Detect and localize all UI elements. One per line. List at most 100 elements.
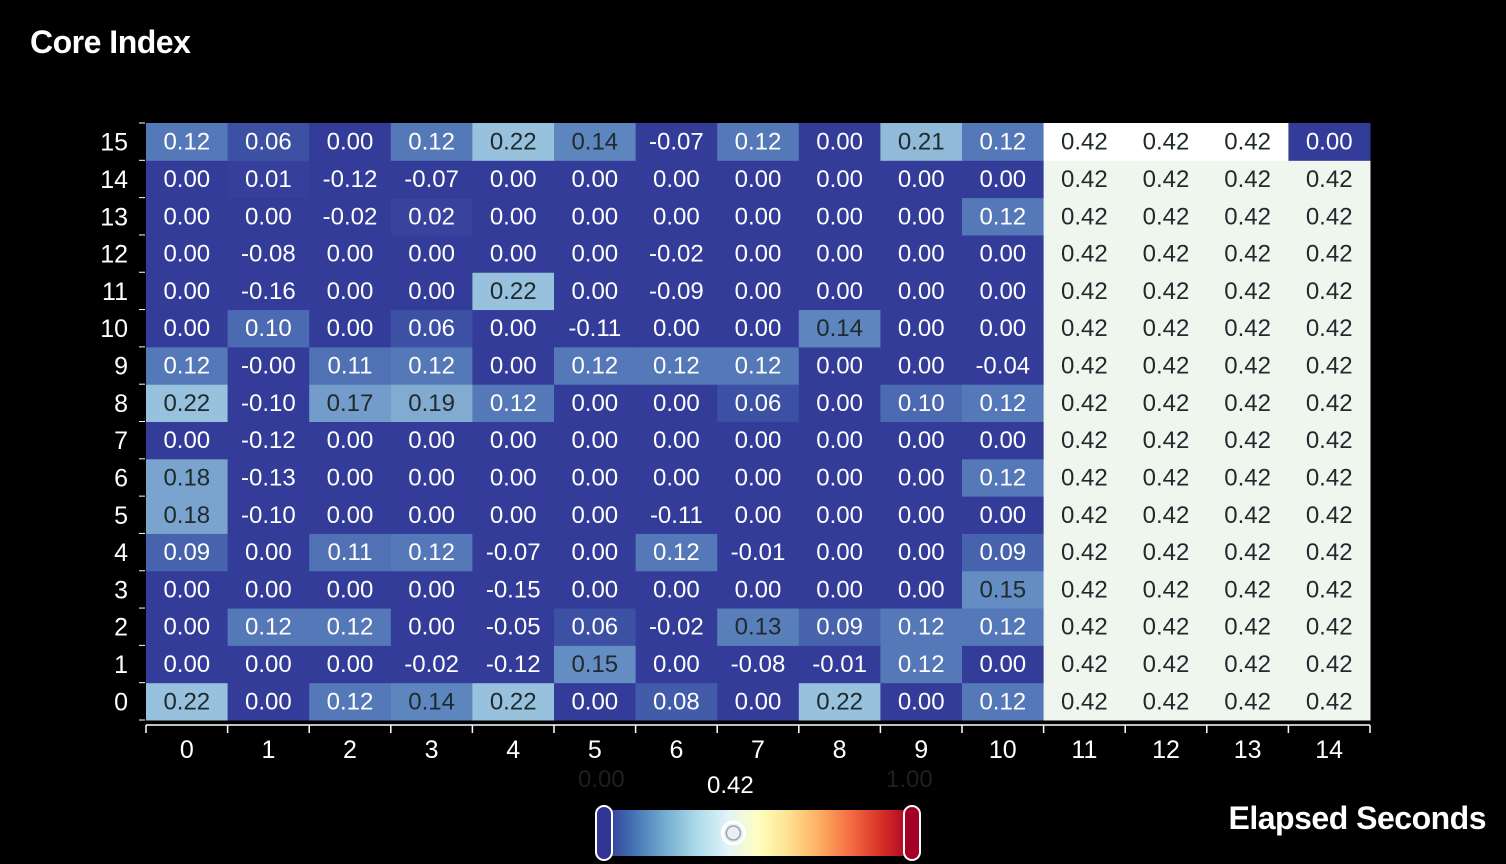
heatmap-cell — [1043, 421, 1126, 460]
heatmap-cell — [798, 234, 881, 273]
cell-value-label: 0.00 — [979, 315, 1026, 342]
heatmap-cell — [390, 234, 473, 273]
cell-value-label: 0.42 — [1061, 614, 1108, 641]
heatmap-cell — [554, 160, 637, 199]
cell-value-label: 0.00 — [163, 203, 210, 230]
cell-value-label: 0.00 — [1306, 129, 1353, 156]
heatmap-cell — [146, 272, 229, 311]
heatmap-cell — [798, 570, 881, 609]
heatmap-cell — [146, 458, 229, 497]
cell-value-label: 0.00 — [898, 576, 945, 603]
cell-value-label: 0.00 — [163, 427, 210, 454]
cell-value-label: 0.12 — [735, 353, 782, 380]
y-tick-label: 8 — [114, 390, 128, 418]
cell-value-label: -0.10 — [241, 390, 296, 417]
cell-value-label: 0.00 — [490, 427, 537, 454]
heatmap-cell — [1125, 346, 1208, 385]
heatmap-cell — [227, 309, 310, 348]
cell-value-label: 0.00 — [979, 278, 1026, 305]
cell-value-label: 0.00 — [571, 464, 618, 491]
cell-value-label: 0.00 — [816, 278, 863, 305]
cell-value-label: 0.42 — [1306, 539, 1353, 566]
y-axis-title: Core Index — [30, 24, 191, 60]
heatmap-cell — [880, 421, 963, 460]
cell-value-label: 0.42 — [1143, 390, 1190, 417]
heatmap-cell — [146, 309, 229, 348]
heatmap-cell — [717, 309, 800, 348]
cell-value-label: 0.06 — [735, 390, 782, 417]
heatmap-cell — [472, 123, 555, 161]
heatmap-cell — [1206, 645, 1289, 684]
cell-value-label: 0.12 — [163, 129, 210, 156]
cell-value-label: 0.00 — [816, 241, 863, 268]
heatmap-cell — [717, 346, 800, 385]
heatmap-cell — [390, 309, 473, 348]
heatmap-cell — [1125, 458, 1208, 497]
cell-value-label: 0.42 — [1224, 427, 1271, 454]
cell-value-label: -0.10 — [241, 502, 296, 529]
heatmap-cell — [390, 570, 473, 609]
cell-value-label: 0.12 — [653, 539, 700, 566]
heatmap-cell — [635, 570, 718, 609]
cell-value-label: 0.12 — [653, 353, 700, 380]
cell-value-label: 0.00 — [898, 502, 945, 529]
cell-value-label: 0.00 — [816, 539, 863, 566]
heatmap-cell — [1043, 197, 1126, 236]
heatmap-cell — [880, 234, 963, 273]
heatmap-cell — [1206, 384, 1289, 422]
cell-value-label: 0.22 — [163, 688, 210, 715]
heatmap-cell — [1206, 123, 1289, 161]
heatmap-cell — [390, 682, 473, 721]
cell-value-label: 0.42 — [1061, 203, 1108, 230]
cell-value-label: 0.00 — [408, 464, 455, 491]
cell-value-label: 0.00 — [816, 129, 863, 156]
y-tick-label: 6 — [114, 464, 128, 492]
cell-value-label: 0.00 — [490, 315, 537, 342]
heatmap-cell — [309, 421, 392, 460]
heatmap-cell — [146, 384, 229, 422]
heatmap-cell — [880, 309, 963, 348]
cell-value-label: 0.42 — [1224, 390, 1271, 417]
cell-value-label: 0.00 — [898, 464, 945, 491]
heatmap-cell — [1288, 533, 1371, 572]
cell-value-label: -0.07 — [486, 539, 541, 566]
cell-value-label: 0.42 — [1143, 502, 1190, 529]
cell-value-label: -0.12 — [241, 427, 296, 454]
cell-value-label: 0.12 — [327, 614, 374, 641]
cell-value-label: 0.00 — [571, 502, 618, 529]
heatmap-cell — [880, 384, 963, 422]
heatmap-cell — [962, 272, 1045, 311]
heatmap-cell — [880, 496, 963, 534]
cell-value-label: 0.00 — [571, 241, 618, 268]
cell-value-label: 0.00 — [816, 464, 863, 491]
x-tick-label: 10 — [989, 736, 1017, 764]
cell-value-label: 0.42 — [1224, 203, 1271, 230]
cell-value-label: 0.08 — [653, 688, 700, 715]
heatmap-cell — [309, 272, 392, 311]
y-tick-label: 15 — [100, 129, 128, 157]
heatmap-cell — [1125, 309, 1208, 348]
heatmap-cell — [1206, 234, 1289, 273]
heatmap-cell — [1125, 123, 1208, 161]
cell-value-label: 0.42 — [1061, 353, 1108, 380]
cell-value-label: -0.01 — [731, 539, 786, 566]
heatmap-cell — [472, 421, 555, 460]
cell-value-label: 0.00 — [408, 614, 455, 641]
cell-value-label: 0.42 — [1224, 576, 1271, 603]
y-tick-label: 9 — [114, 353, 128, 381]
cell-value-label: 0.42 — [1306, 464, 1353, 491]
heatmap-cell — [962, 384, 1045, 422]
cell-value-label: 0.12 — [245, 614, 292, 641]
heatmap-cell — [227, 346, 310, 385]
y-tick-label: 7 — [114, 427, 128, 455]
cell-value-label: 0.42 — [1061, 315, 1108, 342]
cell-value-label: 0.00 — [898, 203, 945, 230]
cell-value-label: 0.00 — [327, 241, 374, 268]
heatmap-cell — [1043, 309, 1126, 348]
cell-value-label: 0.00 — [163, 241, 210, 268]
cell-value-label: 0.42 — [1224, 464, 1271, 491]
heatmap-cell — [1288, 496, 1371, 534]
heatmap-cell — [798, 458, 881, 497]
heatmap-cell — [962, 458, 1045, 497]
cell-value-label: -0.00 — [241, 353, 296, 380]
